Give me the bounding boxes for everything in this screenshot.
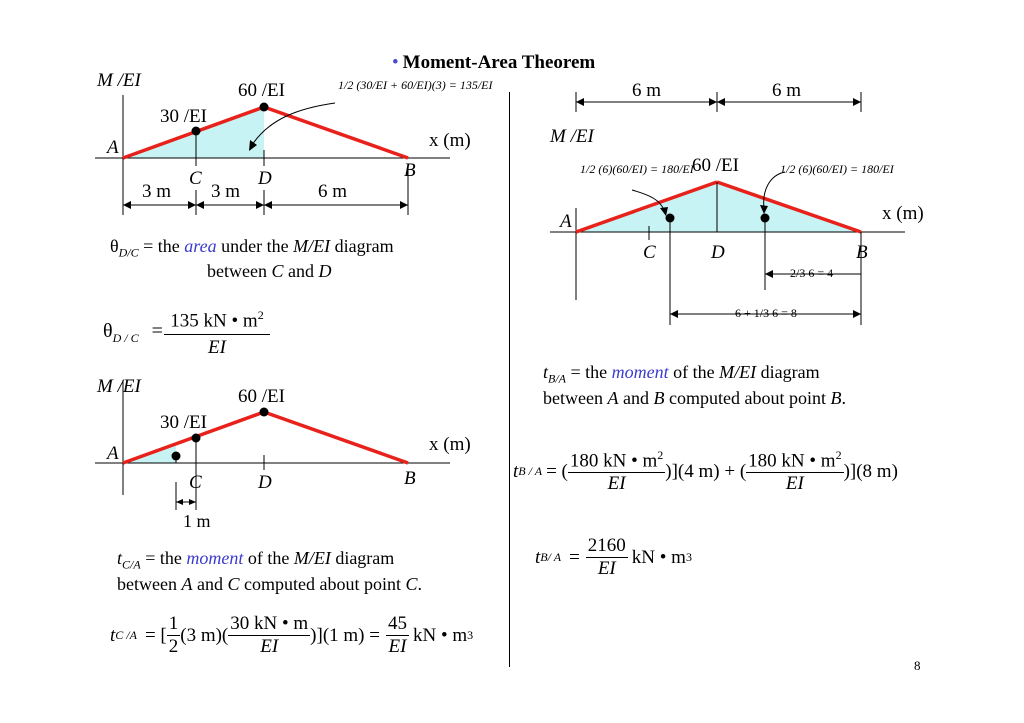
point-b-3: B: [856, 242, 868, 263]
slide-title: • Moment-Area Theorem: [392, 52, 595, 74]
point-c-1: C: [189, 168, 202, 189]
peak-label-3: 60 /EI: [692, 155, 739, 176]
peak-label-1: 60 /EI: [238, 80, 285, 101]
bullet-icon: •: [392, 52, 399, 73]
page-number: 8: [914, 658, 921, 673]
tba-definition: tB/A = the moment of the M/EI diagram: [543, 362, 820, 386]
theta-eq-lhs: θD / C =: [103, 320, 163, 345]
point-d-2: D: [258, 472, 272, 493]
dim-label-3: 6 m: [318, 181, 348, 202]
peak-marker-1: [259, 102, 269, 112]
theta-eq-fraction: 135 kN • m2 EI: [164, 308, 270, 359]
moment-line-right-2: [263, 410, 409, 465]
top-dim-label-1: 6 m: [632, 80, 662, 101]
shaded-area-3: [576, 182, 861, 232]
area-arrow-1: [251, 102, 336, 146]
y-axis-label-3: M /EI: [550, 126, 594, 147]
peak-marker-2: [259, 407, 269, 417]
diagram-2: [95, 380, 450, 510]
centroid-marker-right: [760, 213, 770, 223]
dim-label-1: 3 m: [142, 181, 172, 202]
dim-label-8: 6 + 1/3 6 = 8: [735, 306, 797, 320]
theta-definition: θD/C = the area under the M/EI diagram: [110, 236, 394, 260]
point-a-2: A: [107, 443, 119, 464]
left-area-formula: 1/2 (6)(60/EI) = 180/EI: [580, 162, 694, 176]
x-axis-label-2: x (m): [429, 434, 471, 455]
dim-label-2: 3 m: [211, 181, 241, 202]
x-axis-label-1: x (m): [429, 130, 471, 151]
point-c-marker-2: [191, 433, 201, 443]
top-dim-label-2: 6 m: [772, 80, 802, 101]
c-value-label-2: 30 /EI: [160, 412, 207, 433]
point-d-1: D: [258, 168, 272, 189]
right-area-formula: 1/2 (6)(60/EI) = 180/EI: [780, 162, 894, 176]
theta-definition-line2: between C and D: [207, 261, 332, 281]
point-c-marker-1: [191, 126, 201, 136]
y-axis-label-2: M /EI: [97, 376, 141, 397]
point-a-1: A: [107, 137, 119, 158]
point-b-2: B: [404, 468, 416, 489]
point-d-3: D: [711, 242, 725, 263]
dim-label-1m: 1 m: [183, 511, 211, 531]
area-arrowhead-1: [249, 140, 257, 151]
diagram-3: [550, 92, 905, 325]
centroid-marker-left: [665, 213, 675, 223]
y-axis-label-1: M /EI: [97, 70, 141, 91]
point-c-2: C: [189, 472, 202, 493]
area-formula-1: 1/2 (30/EI + 60/EI)(3) = 135/EI: [338, 78, 493, 92]
tba-definition-line2: between A and B computed about point B.: [543, 388, 846, 408]
moment-line-right-1: [263, 105, 409, 160]
moment-line-left-3: [575, 180, 718, 234]
title-text: Moment-Area Theorem: [402, 52, 596, 73]
point-b-1: B: [404, 160, 416, 181]
divider-line: [509, 92, 510, 667]
arrow-left-3: [631, 189, 665, 211]
arrow-right-3: [763, 171, 786, 209]
dim-label-4: 2/3 6 = 4: [790, 266, 834, 280]
c-value-label-1: 30 /EI: [160, 106, 207, 127]
x-axis-label-3: x (m): [882, 203, 924, 224]
diagram-1: [95, 95, 450, 215]
tca-definition: tC/A = the moment of the M/EI diagram: [117, 548, 395, 572]
point-c-3: C: [643, 242, 656, 263]
centroid-marker-2: [171, 451, 181, 461]
tca-definition-line2: between A and C computed about point C.: [117, 574, 422, 594]
peak-label-2: 60 /EI: [238, 386, 285, 407]
point-a-3: A: [560, 211, 572, 232]
moment-line-right-3: [716, 180, 862, 234]
